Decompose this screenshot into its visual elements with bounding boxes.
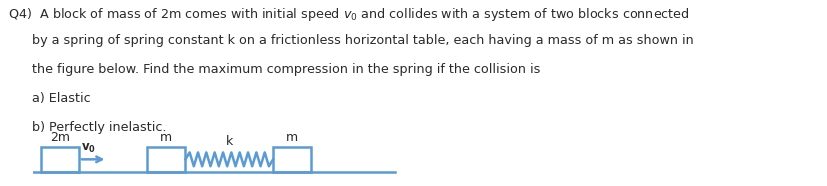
Text: m: m bbox=[285, 131, 298, 144]
Text: $\mathbf{v_0}$: $\mathbf{v_0}$ bbox=[81, 142, 96, 155]
Bar bbox=[147, 147, 185, 172]
Text: b) Perfectly inelastic.: b) Perfectly inelastic. bbox=[8, 121, 166, 134]
Bar bbox=[273, 147, 311, 172]
Bar bbox=[41, 147, 79, 172]
Text: m: m bbox=[160, 131, 172, 144]
Text: k: k bbox=[226, 135, 232, 148]
Text: 2m: 2m bbox=[50, 131, 69, 144]
Text: the figure below. Find the maximum compression in the spring if the collision is: the figure below. Find the maximum compr… bbox=[8, 63, 540, 76]
Text: a) Elastic: a) Elastic bbox=[8, 92, 91, 105]
Text: by a spring of spring constant k on a frictionless horizontal table, each having: by a spring of spring constant k on a fr… bbox=[8, 34, 693, 47]
Text: Q4)  A block of mass of 2m comes with initial speed $v_0$ and collides with a sy: Q4) A block of mass of 2m comes with ini… bbox=[8, 6, 689, 23]
